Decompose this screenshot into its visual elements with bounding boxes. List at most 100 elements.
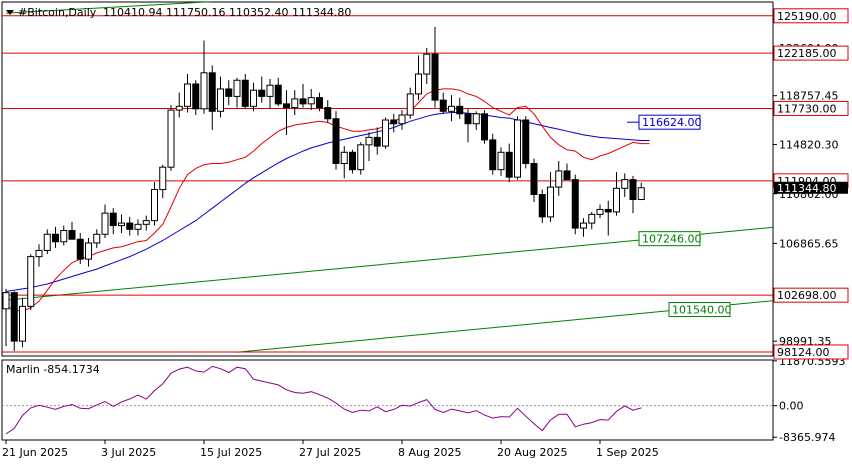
- current-price-box: [774, 181, 848, 194]
- candle-body-bull: [637, 187, 645, 200]
- candle: [126, 216, 134, 236]
- candle-body-bear: [481, 113, 488, 141]
- candle: [373, 127, 381, 155]
- candle: [283, 90, 290, 135]
- candle-body-bear: [316, 97, 323, 109]
- candle: [390, 113, 398, 133]
- candle-body-bear: [76, 238, 84, 260]
- candle-body-bear: [456, 105, 464, 115]
- level-tag-box: [773, 100, 849, 116]
- candle-body-bull: [596, 208, 604, 215]
- candle-body-bear: [52, 233, 59, 243]
- current-price-label: 111344.80: [777, 182, 837, 195]
- candle-body-bear: [68, 230, 76, 240]
- candle-body-bull: [291, 98, 299, 109]
- candle-body-bear: [464, 113, 472, 125]
- candle-body-bear: [208, 72, 216, 112]
- x-tick-label: 15 Jul 2025: [200, 446, 262, 459]
- x-tick-label: 21 Jun 2025: [2, 446, 68, 459]
- candle: [629, 175, 637, 214]
- candle-body-bear: [10, 292, 18, 342]
- candle: [365, 132, 373, 161]
- level-tag-label: 125190.00: [777, 10, 837, 23]
- candle-body-bull: [448, 105, 455, 112]
- candle: [10, 291, 18, 352]
- candle: [307, 88, 315, 111]
- candle: [217, 76, 224, 118]
- candle: [489, 133, 497, 175]
- x-tick-label: 20 Aug 2025: [497, 446, 567, 459]
- candle: [291, 90, 299, 116]
- candle-body-bull: [101, 212, 109, 235]
- candle-body-bull: [233, 79, 241, 97]
- y-tick-label: 118757.45: [779, 90, 839, 103]
- candle-body-bull: [184, 83, 191, 107]
- candle-body-bear: [538, 194, 546, 218]
- candle-body-bear: [522, 119, 530, 164]
- candle-body-bear: [332, 118, 340, 164]
- indicator-panel-frame: [1, 359, 774, 441]
- level-tag-box: [773, 8, 849, 24]
- y-tick-label: 106865.65: [779, 237, 839, 250]
- price-panel: [2, 2, 773, 353]
- candle-body-bull: [2, 292, 10, 310]
- candle: [332, 111, 340, 170]
- level-tag-label: 98124.00: [777, 346, 830, 359]
- candle-body-bull: [340, 151, 348, 164]
- price-labels: 125190.00122185.00117730.00111904.001026…: [627, 8, 849, 360]
- symbol-title: #Bitcoin,Daily: [18, 6, 97, 19]
- candle-body-bear: [241, 79, 249, 107]
- level-tag-label: 102698.00: [777, 289, 837, 302]
- candle-body-bear: [571, 179, 579, 229]
- candle: [76, 233, 84, 265]
- candle-body-bear: [274, 84, 282, 105]
- candle: [448, 95, 455, 122]
- candle: [497, 147, 505, 176]
- osc-y-tick-label: -8365.974: [779, 431, 835, 444]
- candle-body-bear: [283, 103, 290, 109]
- candle: [43, 229, 51, 255]
- candle-body-bull: [514, 119, 521, 178]
- candle: [192, 80, 200, 116]
- candle: [464, 108, 472, 143]
- candle: [233, 77, 241, 108]
- candle: [200, 40, 208, 114]
- candle: [538, 189, 546, 224]
- level-tag-label: 122185.00: [777, 47, 837, 60]
- level-tag-box: [773, 287, 849, 303]
- candle: [109, 208, 117, 235]
- candle: [208, 65, 216, 130]
- candle-body-bull: [580, 222, 587, 229]
- candle-body-bull: [497, 151, 505, 171]
- candle-body-bull: [588, 213, 596, 224]
- header: #Bitcoin,Daily 110410.94 111750.16 11035…: [6, 6, 351, 19]
- ma-fast-line: [5, 88, 650, 312]
- candle: [555, 160, 563, 196]
- candle-body-bear: [192, 83, 200, 110]
- candle: [2, 288, 10, 347]
- candle: [258, 76, 266, 103]
- candle-body-bull: [27, 256, 35, 307]
- candle: [456, 97, 464, 119]
- level-tag-label: 117730.00: [777, 102, 837, 115]
- candle: [159, 164, 167, 199]
- candle-body-bear: [505, 151, 513, 178]
- candle: [85, 238, 92, 267]
- candle-body-bull: [19, 305, 26, 342]
- candle: [241, 74, 249, 109]
- channel-line-lower: [236, 300, 773, 353]
- candle-body-bull: [217, 88, 224, 112]
- x-tick-label: 3 Jul 2025: [101, 446, 156, 459]
- candle: [118, 214, 125, 234]
- candle-body-bull: [151, 189, 158, 222]
- candle: [68, 221, 76, 240]
- candle-body-bull: [200, 72, 208, 110]
- candle-body-bear: [629, 179, 637, 200]
- dropdown-triangle-icon[interactable]: [6, 10, 14, 15]
- candle-body-bear: [604, 208, 612, 213]
- candle: [60, 225, 68, 246]
- candle: [621, 173, 629, 198]
- candle-body-bull: [35, 249, 43, 258]
- level-tag: 122185.00: [773, 45, 849, 61]
